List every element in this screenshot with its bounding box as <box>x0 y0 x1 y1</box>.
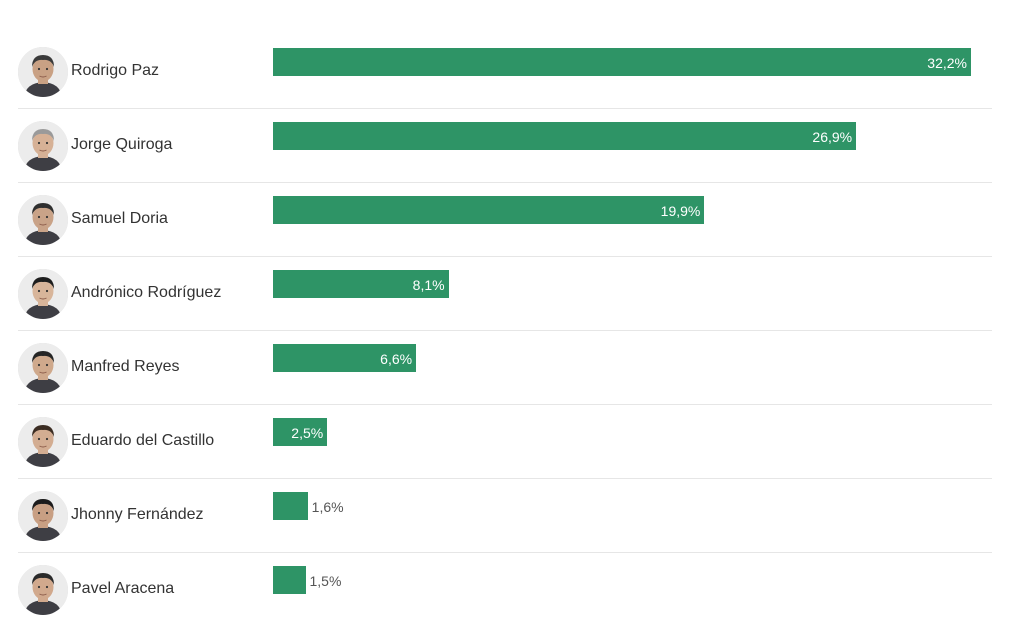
data-label: 32,2% <box>927 55 967 71</box>
chart-row: Pavel Aracena 1,5% <box>18 553 992 627</box>
data-label: 8,1% <box>412 277 445 293</box>
candidate-photo-icon <box>18 491 68 541</box>
candidate-photo-icon <box>18 343 68 393</box>
candidate-photo-icon <box>18 269 68 319</box>
bar <box>273 566 306 594</box>
chart-row: Andrónico Rodríguez 8,1% <box>18 257 992 331</box>
chart-row: Jhonny Fernández 1,6% <box>18 479 992 553</box>
bar <box>273 270 449 298</box>
data-label: 1,5% <box>309 573 342 589</box>
category-label: Jorge Quiroga <box>71 136 173 153</box>
category-label: Andrónico Rodríguez <box>71 284 222 301</box>
bar <box>273 122 857 150</box>
candidate-photo-icon <box>18 47 68 97</box>
data-label: 26,9% <box>812 129 853 145</box>
bar <box>273 48 971 76</box>
data-label: 2,5% <box>291 425 324 441</box>
candidate-photo-icon <box>18 417 68 467</box>
candidate-photo-icon <box>18 121 68 171</box>
data-label: 1,6% <box>311 499 344 515</box>
category-label: Rodrigo Paz <box>71 62 160 79</box>
data-label: 6,6% <box>380 351 413 367</box>
chart-row: Manfred Reyes 6,6% <box>18 331 992 405</box>
bar <box>273 492 308 520</box>
data-label: 19,9% <box>660 203 701 219</box>
chart-row: Samuel Doria 19,9% <box>18 183 992 257</box>
category-label: Samuel Doria <box>71 210 168 227</box>
category-label: Eduardo del Castillo <box>71 432 215 449</box>
candidate-photo-icon <box>18 565 68 615</box>
bar <box>273 344 417 372</box>
chart-row: Eduardo del Castillo 2,5% <box>18 405 992 479</box>
chart-row: Rodrigo Paz 32,2% <box>18 35 992 109</box>
bar <box>273 196 705 224</box>
bar <box>273 418 328 446</box>
category-label: Manfred Reyes <box>71 358 180 375</box>
category-label: Pavel Aracena <box>71 580 175 597</box>
category-label: Jhonny Fernández <box>71 506 204 523</box>
chart-row: Jorge Quiroga 26,9% <box>18 109 992 183</box>
candidate-photo-icon <box>18 195 68 245</box>
